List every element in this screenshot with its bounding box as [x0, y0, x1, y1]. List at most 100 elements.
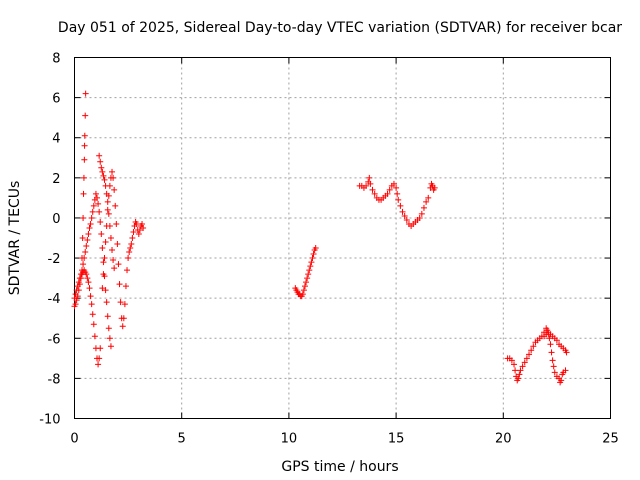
data-point	[395, 196, 402, 203]
data-point	[306, 267, 313, 274]
data-point	[119, 323, 126, 330]
data-point	[102, 239, 109, 246]
data-point	[416, 214, 423, 221]
data-point	[99, 245, 106, 252]
data-point	[366, 174, 373, 181]
y-tick-label: -10	[39, 413, 60, 428]
data-point	[100, 259, 107, 266]
data-point	[125, 255, 132, 262]
data-point	[369, 186, 376, 193]
chart-title: Day 051 of 2025, Sidereal Day-to-day VTE…	[58, 20, 622, 36]
data-point	[104, 198, 111, 205]
data-point	[104, 313, 111, 320]
x-tick-label: 20	[495, 432, 512, 447]
data-point	[300, 287, 307, 294]
data-point	[516, 371, 523, 378]
y-tick-label: -6	[48, 332, 61, 347]
data-point	[523, 355, 530, 362]
data-point	[74, 283, 81, 290]
data-point	[115, 261, 122, 268]
data-point	[82, 112, 89, 119]
data-point	[304, 275, 311, 282]
data-point	[100, 172, 107, 179]
data-point	[394, 190, 401, 197]
data-point	[106, 335, 113, 342]
y-tick-label: -2	[48, 252, 61, 267]
data-point	[133, 220, 140, 227]
y-tick-label: 8	[52, 52, 60, 67]
data-point	[94, 194, 101, 201]
data-point	[563, 349, 570, 356]
data-point	[124, 267, 131, 274]
data-point	[89, 208, 96, 215]
data-point	[139, 220, 146, 227]
data-point	[363, 182, 370, 189]
data-point	[82, 90, 89, 97]
y-tick-label: 4	[52, 132, 60, 147]
data-point	[546, 335, 553, 342]
data-point	[96, 208, 103, 215]
data-point	[517, 367, 524, 374]
data-point	[384, 190, 391, 197]
data-point	[99, 168, 106, 175]
data-point	[562, 367, 569, 374]
data-point	[558, 377, 565, 384]
data-point	[92, 190, 99, 197]
data-point	[548, 349, 555, 356]
data-point	[73, 287, 80, 294]
x-tick-label: 5	[178, 432, 186, 447]
data-point	[98, 230, 105, 237]
data-point	[109, 168, 116, 175]
data-point	[511, 361, 518, 368]
data-point	[129, 235, 136, 241]
plot-frame	[74, 57, 611, 419]
data-point	[305, 271, 312, 278]
data-point	[96, 152, 103, 159]
data-point	[512, 367, 519, 374]
data-point	[530, 343, 537, 350]
data-point	[88, 214, 95, 221]
data-point	[85, 279, 92, 286]
x-tick-label: 15	[388, 432, 405, 447]
data-point	[80, 190, 87, 197]
data-point	[102, 287, 109, 294]
data-point	[98, 164, 105, 171]
data-point	[105, 325, 112, 332]
data-point	[110, 174, 117, 181]
data-point	[508, 357, 515, 364]
data-point	[310, 251, 317, 258]
data-point	[312, 245, 319, 252]
grid	[74, 57, 611, 419]
data-point	[121, 301, 128, 308]
data-point	[307, 263, 314, 270]
ticks	[74, 57, 611, 419]
data-point	[519, 363, 526, 370]
data-point	[111, 265, 118, 272]
y-tick-label: 6	[52, 92, 60, 107]
data-point	[80, 261, 87, 268]
data-point	[126, 249, 133, 256]
data-point	[97, 218, 104, 225]
data-point	[101, 255, 108, 262]
x-axis-label: GPS time / hours	[281, 459, 398, 475]
data-point	[112, 202, 119, 209]
data-point	[84, 275, 91, 282]
data-point	[72, 291, 79, 298]
x-tick-label: 25	[602, 432, 619, 447]
data-point	[89, 311, 96, 318]
data-point	[81, 142, 88, 149]
data-point	[96, 355, 103, 362]
data-point	[401, 212, 408, 219]
y-tick-label: 2	[52, 172, 60, 187]
data-points	[71, 90, 570, 386]
data-point	[95, 361, 102, 368]
data-point	[105, 192, 112, 199]
data-point	[140, 224, 147, 231]
data-point	[83, 271, 90, 278]
data-point	[431, 184, 438, 191]
data-point	[88, 301, 95, 308]
data-point	[90, 202, 97, 209]
data-point	[521, 359, 528, 366]
data-point	[120, 315, 127, 322]
data-point	[99, 285, 106, 292]
